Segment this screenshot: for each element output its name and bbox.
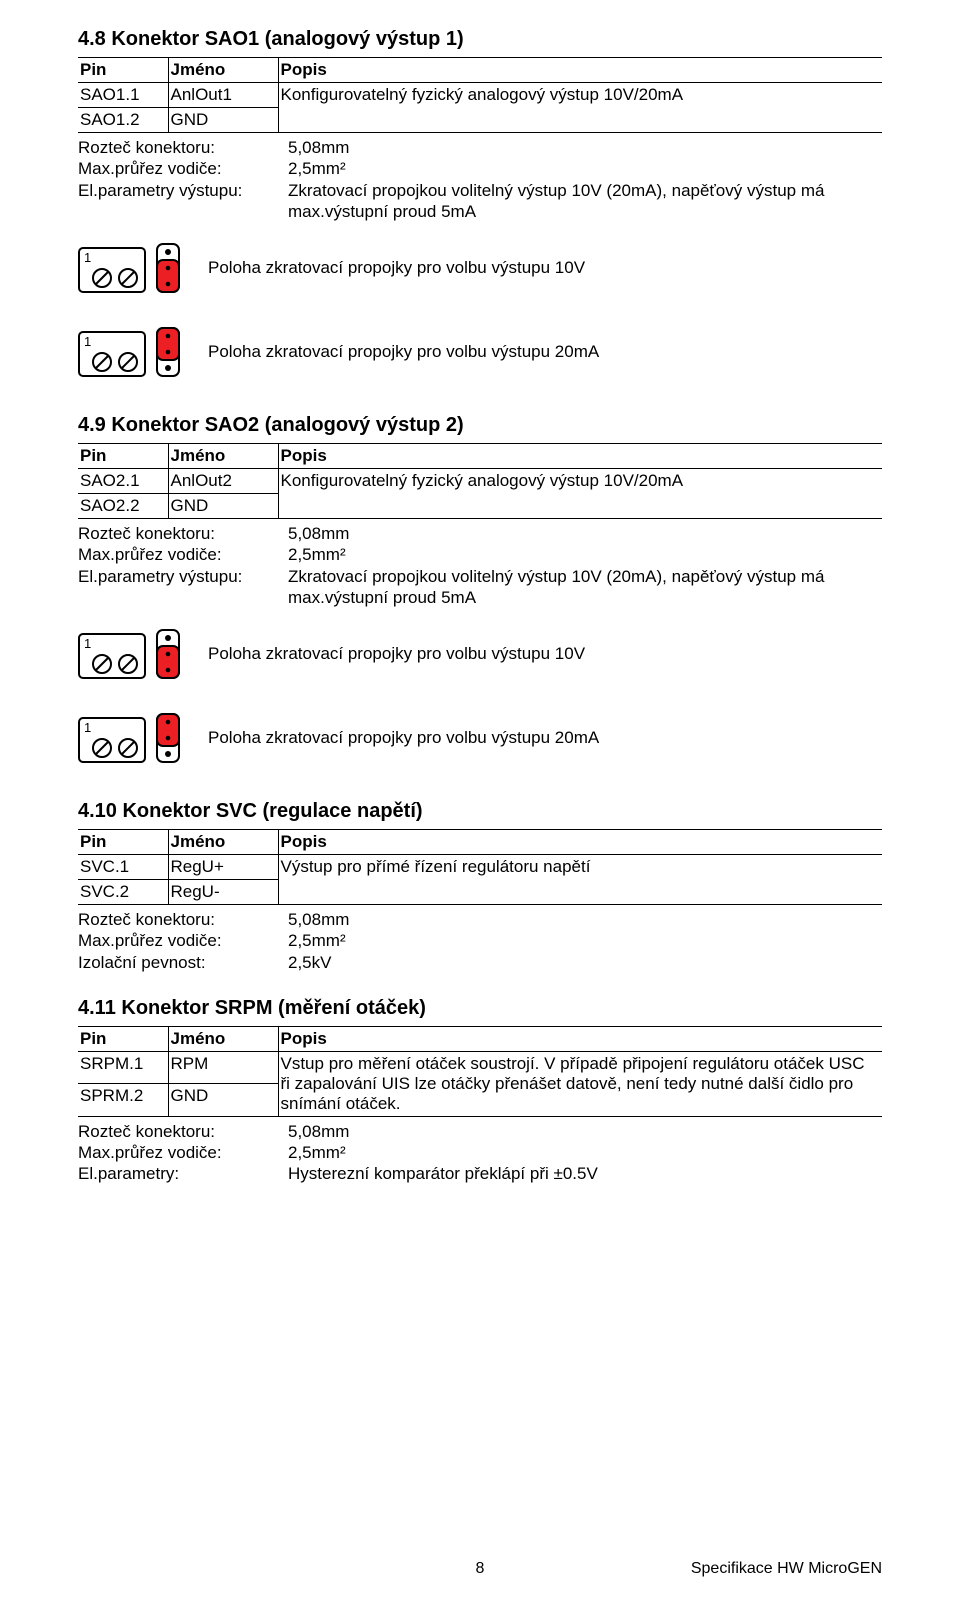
table-header-row: Pin Jméno Popis: [78, 58, 882, 83]
table-srpm: Pin Jméno Popis SRPM.1 RPM Vstup pro měř…: [78, 1026, 882, 1117]
th-jmeno: Jméno: [168, 444, 278, 469]
table-svc: Pin Jméno Popis SVC.1 RegU+ Výstup pro p…: [78, 829, 882, 905]
kv-key: Izolační pevnost:: [78, 952, 288, 973]
cell: RegU+: [168, 855, 278, 880]
svg-text:1: 1: [84, 334, 91, 349]
heading-4-9: 4.9 Konektor SAO2 (analogový výstup 2): [78, 414, 882, 437]
cell: GND: [168, 1084, 278, 1117]
heading-4-10: 4.10 Konektor SVC (regulace napětí): [78, 800, 882, 823]
th-jmeno: Jméno: [168, 58, 278, 83]
jumper-text: Poloha zkratovací propojky pro volbu výs…: [208, 644, 882, 664]
th-popis: Popis: [278, 444, 882, 469]
page-number: 8: [476, 1560, 485, 1578]
cell: Vstup pro měření otáček soustrojí. V pří…: [278, 1051, 882, 1116]
kv-val: 2,5mm²: [288, 544, 882, 565]
kv-list: Rozteč konektoru:5,08mm Max.průřez vodič…: [78, 1121, 882, 1185]
kv-val: 5,08mm: [288, 1121, 882, 1142]
jumper-row-10v: 1 Poloha zkratovací propojky pro volbu v…: [78, 628, 882, 680]
jumper-icon-10v: 1: [78, 242, 190, 294]
kv-val: 2,5mm²: [288, 1142, 882, 1163]
table-row: SVC.1 RegU+ Výstup pro přímé řízení regu…: [78, 855, 882, 880]
heading-4-8: 4.8 Konektor SAO1 (analogový výstup 1): [78, 28, 882, 51]
cell: SPRM.2: [78, 1084, 168, 1117]
heading-4-11: 4.11 Konektor SRPM (měření otáček): [78, 997, 882, 1020]
jumper-icon-10v: 1: [78, 628, 190, 680]
cell: SVC.1: [78, 855, 168, 880]
cell: GND: [168, 108, 278, 133]
cell: AnlOut1: [168, 83, 278, 108]
jumper-text: Poloha zkratovací propojky pro volbu výs…: [208, 258, 882, 278]
kv-list: Rozteč konektoru:5,08mm Max.průřez vodič…: [78, 909, 882, 973]
kv-val: 5,08mm: [288, 909, 882, 930]
table-row: SRPM.1 RPM Vstup pro měření otáček soust…: [78, 1051, 882, 1084]
kv-key: Max.průřez vodiče:: [78, 930, 288, 951]
jumper-text: Poloha zkratovací propojky pro volbu výs…: [208, 728, 882, 748]
page-footer: 8 Specifikace HW MicroGEN: [0, 1560, 960, 1578]
kv-val: Zkratovací propojkou volitelný výstup 10…: [288, 180, 882, 223]
jumper-icon-20ma: 1: [78, 326, 190, 378]
th-pin: Pin: [78, 444, 168, 469]
kv-val: 5,08mm: [288, 137, 882, 158]
section-4-10: 4.10 Konektor SVC (regulace napětí) Pin …: [78, 800, 882, 973]
table-sao2: Pin Jméno Popis SAO2.1 AnlOut2 Konfiguro…: [78, 443, 882, 519]
cell: GND: [168, 494, 278, 519]
kv-val: 2,5kV: [288, 952, 882, 973]
svg-text:1: 1: [84, 636, 91, 651]
kv-val: Hysterezní komparátor překlápí při ±0.5V: [288, 1163, 882, 1184]
table-sao1: Pin Jméno Popis SAO1.1 AnlOut1 Konfiguro…: [78, 57, 882, 133]
jumper-row-20ma: 1 Poloha zkratovací propojky pro volbu v…: [78, 712, 882, 764]
kv-key: Rozteč konektoru:: [78, 909, 288, 930]
th-pin: Pin: [78, 1026, 168, 1051]
kv-key: El.parametry výstupu:: [78, 566, 288, 609]
table-header-row: Pin Jméno Popis: [78, 444, 882, 469]
kv-key: El.parametry:: [78, 1163, 288, 1184]
footer-right: Specifikace HW MicroGEN: [691, 1560, 882, 1578]
kv-val: 2,5mm²: [288, 930, 882, 951]
kv-key: Rozteč konektoru:: [78, 137, 288, 158]
th-popis: Popis: [278, 58, 882, 83]
kv-key: Rozteč konektoru:: [78, 523, 288, 544]
th-pin: Pin: [78, 830, 168, 855]
jumper-icon-20ma: 1: [78, 712, 190, 764]
kv-key: Max.průřez vodiče:: [78, 544, 288, 565]
cell: SAO2.2: [78, 494, 168, 519]
th-popis: Popis: [278, 830, 882, 855]
table-row: SAO1.1 AnlOut1 Konfigurovatelný fyzický …: [78, 83, 882, 108]
th-pin: Pin: [78, 58, 168, 83]
kv-key: Rozteč konektoru:: [78, 1121, 288, 1142]
table-header-row: Pin Jméno Popis: [78, 1026, 882, 1051]
cell: Konfigurovatelný fyzický analogový výstu…: [278, 469, 882, 519]
svg-text:1: 1: [84, 250, 91, 265]
jumper-text: Poloha zkratovací propojky pro volbu výs…: [208, 342, 882, 362]
cell: SRPM.1: [78, 1051, 168, 1084]
cell: SVC.2: [78, 880, 168, 905]
jumper-row-10v: 1 Poloha zkratovací propojky pro volbu v…: [78, 242, 882, 294]
cell: SAO2.1: [78, 469, 168, 494]
kv-key: El.parametry výstupu:: [78, 180, 288, 223]
cell: AnlOut2: [168, 469, 278, 494]
cell: SAO1.2: [78, 108, 168, 133]
section-4-11: 4.11 Konektor SRPM (měření otáček) Pin J…: [78, 997, 882, 1185]
cell: RegU-: [168, 880, 278, 905]
cell: Výstup pro přímé řízení regulátoru napět…: [278, 855, 882, 905]
kv-list: Rozteč konektoru:5,08mm Max.průřez vodič…: [78, 137, 882, 222]
kv-key: Max.průřez vodiče:: [78, 158, 288, 179]
kv-key: Max.průřez vodiče:: [78, 1142, 288, 1163]
cell: SAO1.1: [78, 83, 168, 108]
cell: RPM: [168, 1051, 278, 1084]
cell: Konfigurovatelný fyzický analogový výstu…: [278, 83, 882, 133]
table-row: SAO2.1 AnlOut2 Konfigurovatelný fyzický …: [78, 469, 882, 494]
kv-list: Rozteč konektoru:5,08mm Max.průřez vodič…: [78, 523, 882, 608]
svg-text:1: 1: [84, 720, 91, 735]
th-jmeno: Jméno: [168, 830, 278, 855]
section-4-9: 4.9 Konektor SAO2 (analogový výstup 2) P…: [78, 414, 882, 764]
kv-val: Zkratovací propojkou volitelný výstup 10…: [288, 566, 882, 609]
table-header-row: Pin Jméno Popis: [78, 830, 882, 855]
kv-val: 5,08mm: [288, 523, 882, 544]
th-popis: Popis: [278, 1026, 882, 1051]
jumper-row-20ma: 1 Poloha zkratovací propojky pro volbu v…: [78, 326, 882, 378]
kv-val: 2,5mm²: [288, 158, 882, 179]
th-jmeno: Jméno: [168, 1026, 278, 1051]
section-4-8: 4.8 Konektor SAO1 (analogový výstup 1) P…: [78, 28, 882, 378]
